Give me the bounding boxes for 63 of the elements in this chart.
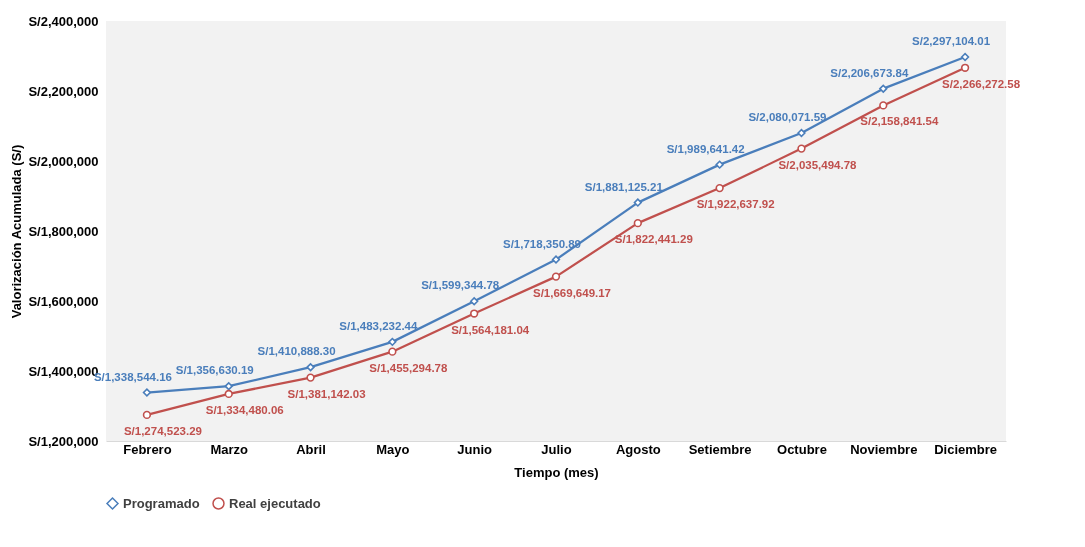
point (142, 388, 152, 397)
data-label: S/2,080,071.59 (748, 110, 827, 123)
point (715, 183, 724, 193)
point (960, 52, 970, 62)
data-label: S/1,564,181.04 (451, 323, 530, 336)
data-label: S/1,599,344.78 (421, 279, 500, 292)
data-label: S/1,455,294.78 (369, 361, 448, 374)
data-label: S/1,274,523.29 (123, 424, 202, 437)
x-tick-label: Noviembre (850, 441, 918, 457)
point (633, 198, 642, 207)
y-tick-label: S/2,200,000 (28, 83, 99, 99)
x-tick-label: Setiembre (688, 441, 752, 457)
data-label: S/2,158,841.54 (860, 115, 939, 128)
x-tick-label: Abril (296, 441, 326, 457)
y-tick-label: S/2,400,000 (28, 13, 99, 29)
y-axis-title: Valorización Acumulada (S/) (9, 144, 25, 319)
point (551, 255, 561, 264)
data-label: S/2,297,104.01 (912, 35, 991, 48)
data-label: S/2,035,494.78 (778, 158, 858, 171)
point (306, 373, 315, 382)
data-label: S/1,381,142.03 (287, 387, 366, 400)
data-label: S/1,410,888.30 (257, 345, 336, 358)
point (388, 347, 397, 356)
point (470, 297, 479, 306)
point (633, 219, 642, 228)
legend-label: Programado (123, 495, 200, 511)
point (224, 389, 233, 399)
x-tick-label: Diciembre (934, 441, 998, 457)
y-tick-label: S/1,600,000 (28, 293, 99, 309)
x-tick-label: Febrero (123, 441, 172, 457)
legend-label: Real ejecutado (229, 495, 321, 511)
point (388, 337, 397, 347)
x-tick-label: Marzo (210, 441, 249, 457)
point (470, 309, 479, 318)
x-tick-label: Junio (457, 441, 493, 457)
point (879, 84, 888, 93)
data-label: S/1,989,641.42 (666, 142, 745, 155)
point (960, 63, 970, 72)
data-label: S/1,922,637.92 (696, 198, 775, 211)
data-label: S/1,822,441.29 (614, 233, 693, 246)
point (142, 410, 152, 420)
x-tick-label: Julio (541, 441, 572, 457)
data-label: S/1,881,125.21 (584, 180, 664, 193)
data-label: S/2,206,673.84 (830, 66, 909, 79)
point (715, 160, 724, 169)
data-label: S/1,483,232.44 (339, 319, 418, 332)
data-label: S/1,334,480.06 (205, 403, 284, 416)
data-label: S/1,669,649.17 (532, 286, 612, 299)
x-tick-label: Agosto (615, 441, 661, 457)
point (797, 128, 806, 138)
point (306, 363, 315, 372)
x-tick-label: Mayo (376, 441, 410, 457)
y-tick-label: S/2,000,000 (28, 153, 99, 169)
data-label: S/2,266,272.58 (942, 77, 1021, 90)
y-tick-label: S/1,200,000 (28, 433, 99, 449)
x-tick-label: Octubre (777, 441, 827, 457)
point (224, 382, 233, 391)
point (551, 272, 561, 281)
x-axis-title: Tiempo (mes) (514, 464, 599, 480)
data-label: S/1,356,630.19 (175, 364, 254, 377)
point (879, 101, 888, 110)
y-tick-label: S/1,800,000 (28, 223, 99, 239)
point (797, 144, 806, 153)
